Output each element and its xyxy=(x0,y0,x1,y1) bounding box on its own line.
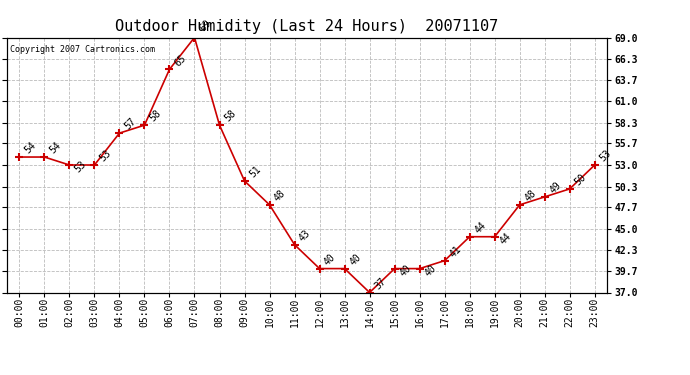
Text: 54: 54 xyxy=(22,140,37,156)
Text: 49: 49 xyxy=(547,180,563,195)
Text: 53: 53 xyxy=(97,148,112,164)
Text: 50: 50 xyxy=(573,172,588,188)
Text: 53: 53 xyxy=(598,148,613,164)
Text: 44: 44 xyxy=(473,220,488,236)
Text: 65: 65 xyxy=(172,53,188,68)
Text: 53: 53 xyxy=(72,159,88,175)
Text: 48: 48 xyxy=(273,188,288,204)
Text: 58: 58 xyxy=(222,108,237,124)
Text: 40: 40 xyxy=(397,263,413,278)
Text: Copyright 2007 Cartronics.com: Copyright 2007 Cartronics.com xyxy=(10,45,155,54)
Text: 40: 40 xyxy=(347,252,363,267)
Text: 44: 44 xyxy=(497,231,513,246)
Text: 43: 43 xyxy=(297,228,313,243)
Text: 58: 58 xyxy=(147,108,163,124)
Text: 40: 40 xyxy=(422,263,437,278)
Text: 37: 37 xyxy=(373,276,388,291)
Text: 54: 54 xyxy=(47,140,63,156)
Text: 57: 57 xyxy=(122,116,137,132)
Text: 40: 40 xyxy=(322,252,337,267)
Text: 51: 51 xyxy=(247,164,263,180)
Title: Outdoor Humidity (Last 24 Hours)  20071107: Outdoor Humidity (Last 24 Hours) 2007110… xyxy=(115,18,499,33)
Text: 69: 69 xyxy=(197,18,213,33)
Text: 48: 48 xyxy=(522,188,538,204)
Text: 41: 41 xyxy=(447,244,463,259)
